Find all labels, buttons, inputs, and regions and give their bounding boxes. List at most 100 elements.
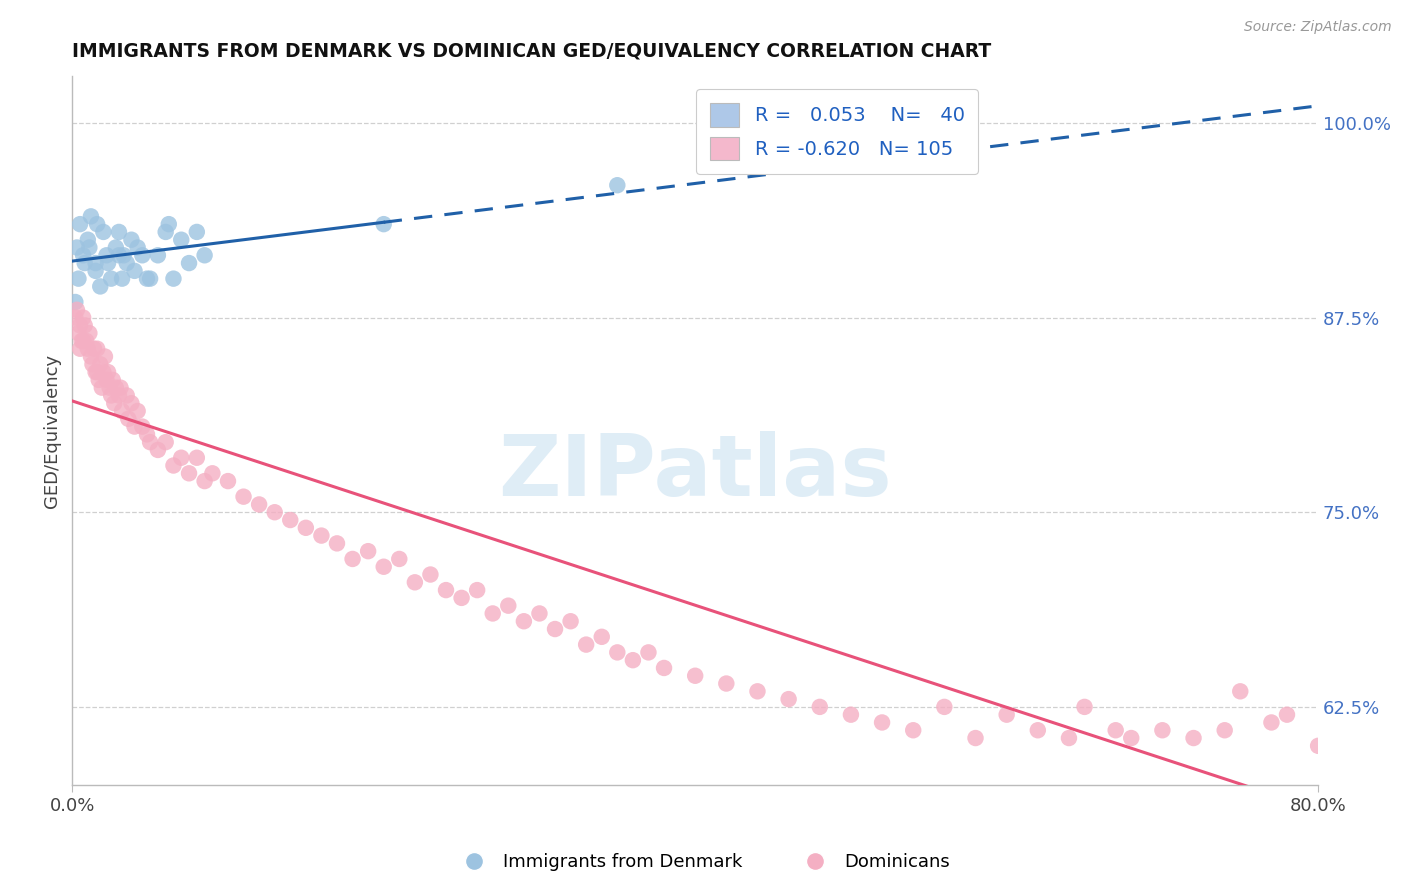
Point — [73, 256, 96, 270]
Point — [146, 442, 169, 457]
Point — [1385, 707, 1406, 722]
Point — [104, 381, 127, 395]
Point — [136, 427, 159, 442]
Point — [65, 310, 87, 325]
Point — [93, 365, 115, 379]
Point — [404, 575, 426, 590]
Point — [79, 240, 101, 254]
Point — [965, 731, 987, 745]
Point — [450, 591, 472, 605]
Point — [146, 248, 169, 262]
Y-axis label: GED/Equivalency: GED/Equivalency — [44, 353, 60, 508]
Point — [127, 404, 149, 418]
Point — [96, 248, 118, 262]
Point — [65, 295, 87, 310]
Point — [86, 342, 108, 356]
Point — [1260, 715, 1282, 730]
Point — [498, 599, 520, 613]
Point — [194, 474, 217, 488]
Point — [1369, 715, 1392, 730]
Point — [72, 248, 94, 262]
Point — [870, 715, 893, 730]
Point — [419, 567, 441, 582]
Point — [70, 334, 93, 348]
Point — [513, 614, 536, 628]
Point — [606, 178, 628, 193]
Point — [465, 583, 488, 598]
Point — [388, 552, 411, 566]
Text: IMMIGRANTS FROM DENMARK VS DOMINICAN GED/EQUIVALENCY CORRELATION CHART: IMMIGRANTS FROM DENMARK VS DOMINICAN GED… — [72, 42, 991, 61]
Point — [263, 505, 285, 519]
Point — [66, 240, 89, 254]
Point — [808, 699, 831, 714]
Point — [101, 373, 124, 387]
Point — [100, 271, 122, 285]
Point — [84, 264, 107, 278]
Point — [529, 607, 551, 621]
Point — [194, 248, 217, 262]
Point — [247, 498, 270, 512]
Point — [1182, 731, 1205, 745]
Point — [1152, 723, 1174, 738]
Point — [100, 388, 122, 402]
Legend: R =   0.053    N=   40, R = -0.620   N= 105: R = 0.053 N= 40, R = -0.620 N= 105 — [696, 89, 979, 174]
Point — [1339, 723, 1361, 738]
Point — [84, 256, 107, 270]
Point — [683, 669, 706, 683]
Point — [131, 248, 153, 262]
Point — [995, 707, 1018, 722]
Point — [157, 217, 180, 231]
Point — [67, 271, 90, 285]
Point — [201, 467, 224, 481]
Point — [1213, 723, 1236, 738]
Point — [89, 357, 111, 371]
Point — [575, 638, 598, 652]
Point — [1308, 739, 1330, 753]
Point — [177, 467, 200, 481]
Point — [481, 607, 503, 621]
Point — [124, 419, 146, 434]
Point — [1057, 731, 1080, 745]
Point — [170, 233, 193, 247]
Point — [232, 490, 254, 504]
Point — [115, 388, 138, 402]
Point — [1275, 707, 1298, 722]
Point — [747, 684, 769, 698]
Point — [839, 707, 862, 722]
Point — [108, 388, 131, 402]
Point — [94, 350, 117, 364]
Point — [373, 217, 395, 231]
Point — [87, 373, 110, 387]
Text: ZIPatlas: ZIPatlas — [498, 432, 891, 515]
Point — [69, 318, 91, 333]
Point — [97, 365, 120, 379]
Point — [72, 310, 94, 325]
Point — [69, 217, 91, 231]
Point — [127, 240, 149, 254]
Point — [67, 326, 90, 340]
Point — [155, 435, 177, 450]
Point — [97, 256, 120, 270]
Point — [69, 342, 91, 356]
Point — [637, 645, 659, 659]
Point — [124, 264, 146, 278]
Point — [103, 396, 125, 410]
Point — [117, 412, 139, 426]
Point — [1105, 723, 1128, 738]
Point — [90, 381, 112, 395]
Point — [112, 248, 135, 262]
Point — [115, 256, 138, 270]
Point — [177, 256, 200, 270]
Point — [111, 404, 134, 418]
Point — [311, 528, 333, 542]
Point — [86, 365, 108, 379]
Text: Source: ZipAtlas.com: Source: ZipAtlas.com — [1244, 20, 1392, 34]
Point — [162, 458, 184, 473]
Point — [560, 614, 582, 628]
Point — [80, 350, 103, 364]
Point — [778, 692, 800, 706]
Point — [155, 225, 177, 239]
Point — [139, 435, 162, 450]
Point — [84, 365, 107, 379]
Point — [716, 676, 738, 690]
